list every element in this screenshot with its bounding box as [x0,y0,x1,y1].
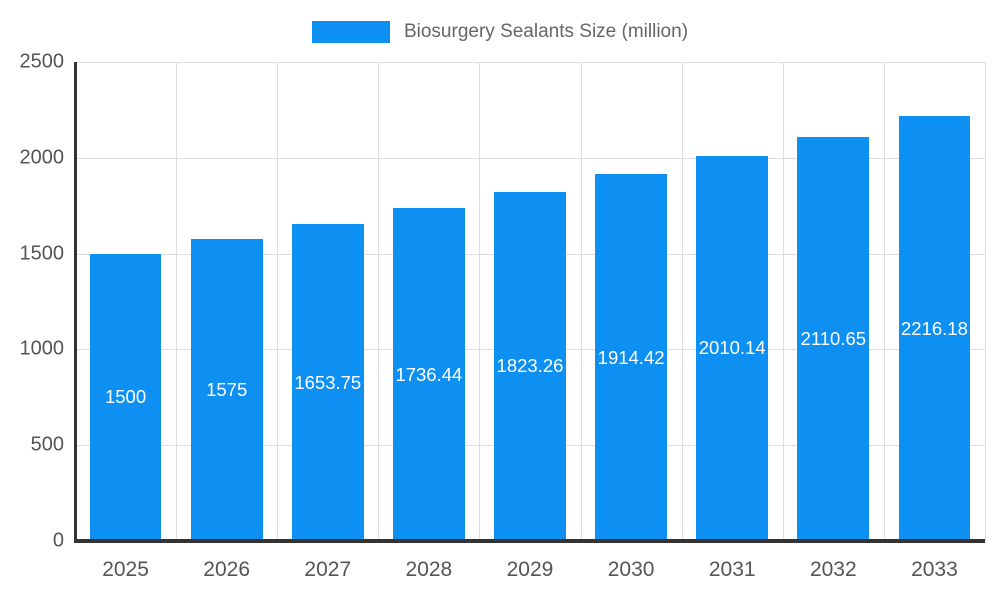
bar: 2216.18 [898,116,971,541]
bar-value-label: 2216.18 [900,317,968,339]
plot-area: 1500 1575 1653.75 1736.44 1823.26 1914.42 2010… [74,62,986,543]
bar: 1914.42 [595,174,667,541]
bar: 1500 [89,253,162,541]
y-tick-label: 1500 [19,242,65,265]
bar-value-label: 1914.42 [597,346,665,368]
gridline-vertical [176,62,178,541]
x-tick-label: 2028 [405,558,453,581]
bar-value-label: 1500 [104,386,147,408]
x-tick-label: 2025 [102,558,149,581]
bar: 1575 [190,239,263,541]
bar-value-label: 1575 [206,379,248,401]
x-tick-label: 2029 [506,558,554,581]
gridline-vertical [681,62,683,541]
bar-column: 1575 [176,62,277,541]
bar-value-label: 2010.14 [698,337,766,359]
bar-column: 1653.75 [277,62,378,541]
y-axis-labels: 0 500 1000 1500 2000 2500 [0,51,65,552]
gridline-vertical [782,62,784,541]
bar-column: 1914.42 [581,62,682,541]
bars-container: 1500 1575 1653.75 1736.44 1823.26 1914.42 2010… [75,62,985,541]
legend-swatch [311,21,390,43]
y-tick-label: 0 [52,529,64,552]
x-tick-label: 2030 [607,558,655,581]
gridline-vertical [580,62,582,541]
x-axis-line [74,539,985,543]
bar: 1823.26 [494,191,566,541]
gridline-horizontal [75,62,985,63]
x-tick-label: 2032 [809,558,857,581]
bar: 2110.65 [797,136,870,541]
y-axis-line [74,62,77,541]
bar-value-label: 2110.65 [800,327,867,349]
bar-column: 1736.44 [378,62,479,541]
bar-column: 1823.26 [479,62,580,541]
x-axis-labels: 2025 2026 2027 2028 2029 2030 2031 2032 2033 [75,558,985,590]
y-tick-label: 500 [30,433,64,456]
bar: 2010.14 [696,155,769,541]
bar-value-label: 1653.75 [294,371,362,393]
bar-column: 2216.18 [884,62,985,541]
bar-value-label: 1823.26 [496,355,564,377]
y-tick-label: 2500 [19,50,65,73]
y-tick-label: 1000 [19,337,65,360]
gridline-vertical [985,62,986,541]
legend: Biosurgery Sealants Size (million) [0,18,1000,46]
gridline-vertical [479,62,481,541]
bar-column: 2010.14 [682,62,783,541]
bar-column: 1500 [75,62,176,541]
gridline-horizontal [75,157,985,159]
x-tick-label: 2033 [911,558,958,581]
bar-column: 2110.65 [783,62,884,541]
x-tick-label: 2027 [304,558,352,581]
bar: 1653.75 [291,224,364,541]
bar-value-label: 1736.44 [395,363,463,385]
y-tick-label: 2000 [19,146,65,169]
legend-label: Biosurgery Sealants Size (million) [403,21,689,42]
gridline-vertical [277,62,279,541]
x-tick-label: 2026 [203,558,251,581]
bar: 1736.44 [392,208,465,541]
x-tick-label: 2031 [708,558,756,581]
gridline-vertical [378,62,380,541]
gridline-vertical [883,62,885,541]
